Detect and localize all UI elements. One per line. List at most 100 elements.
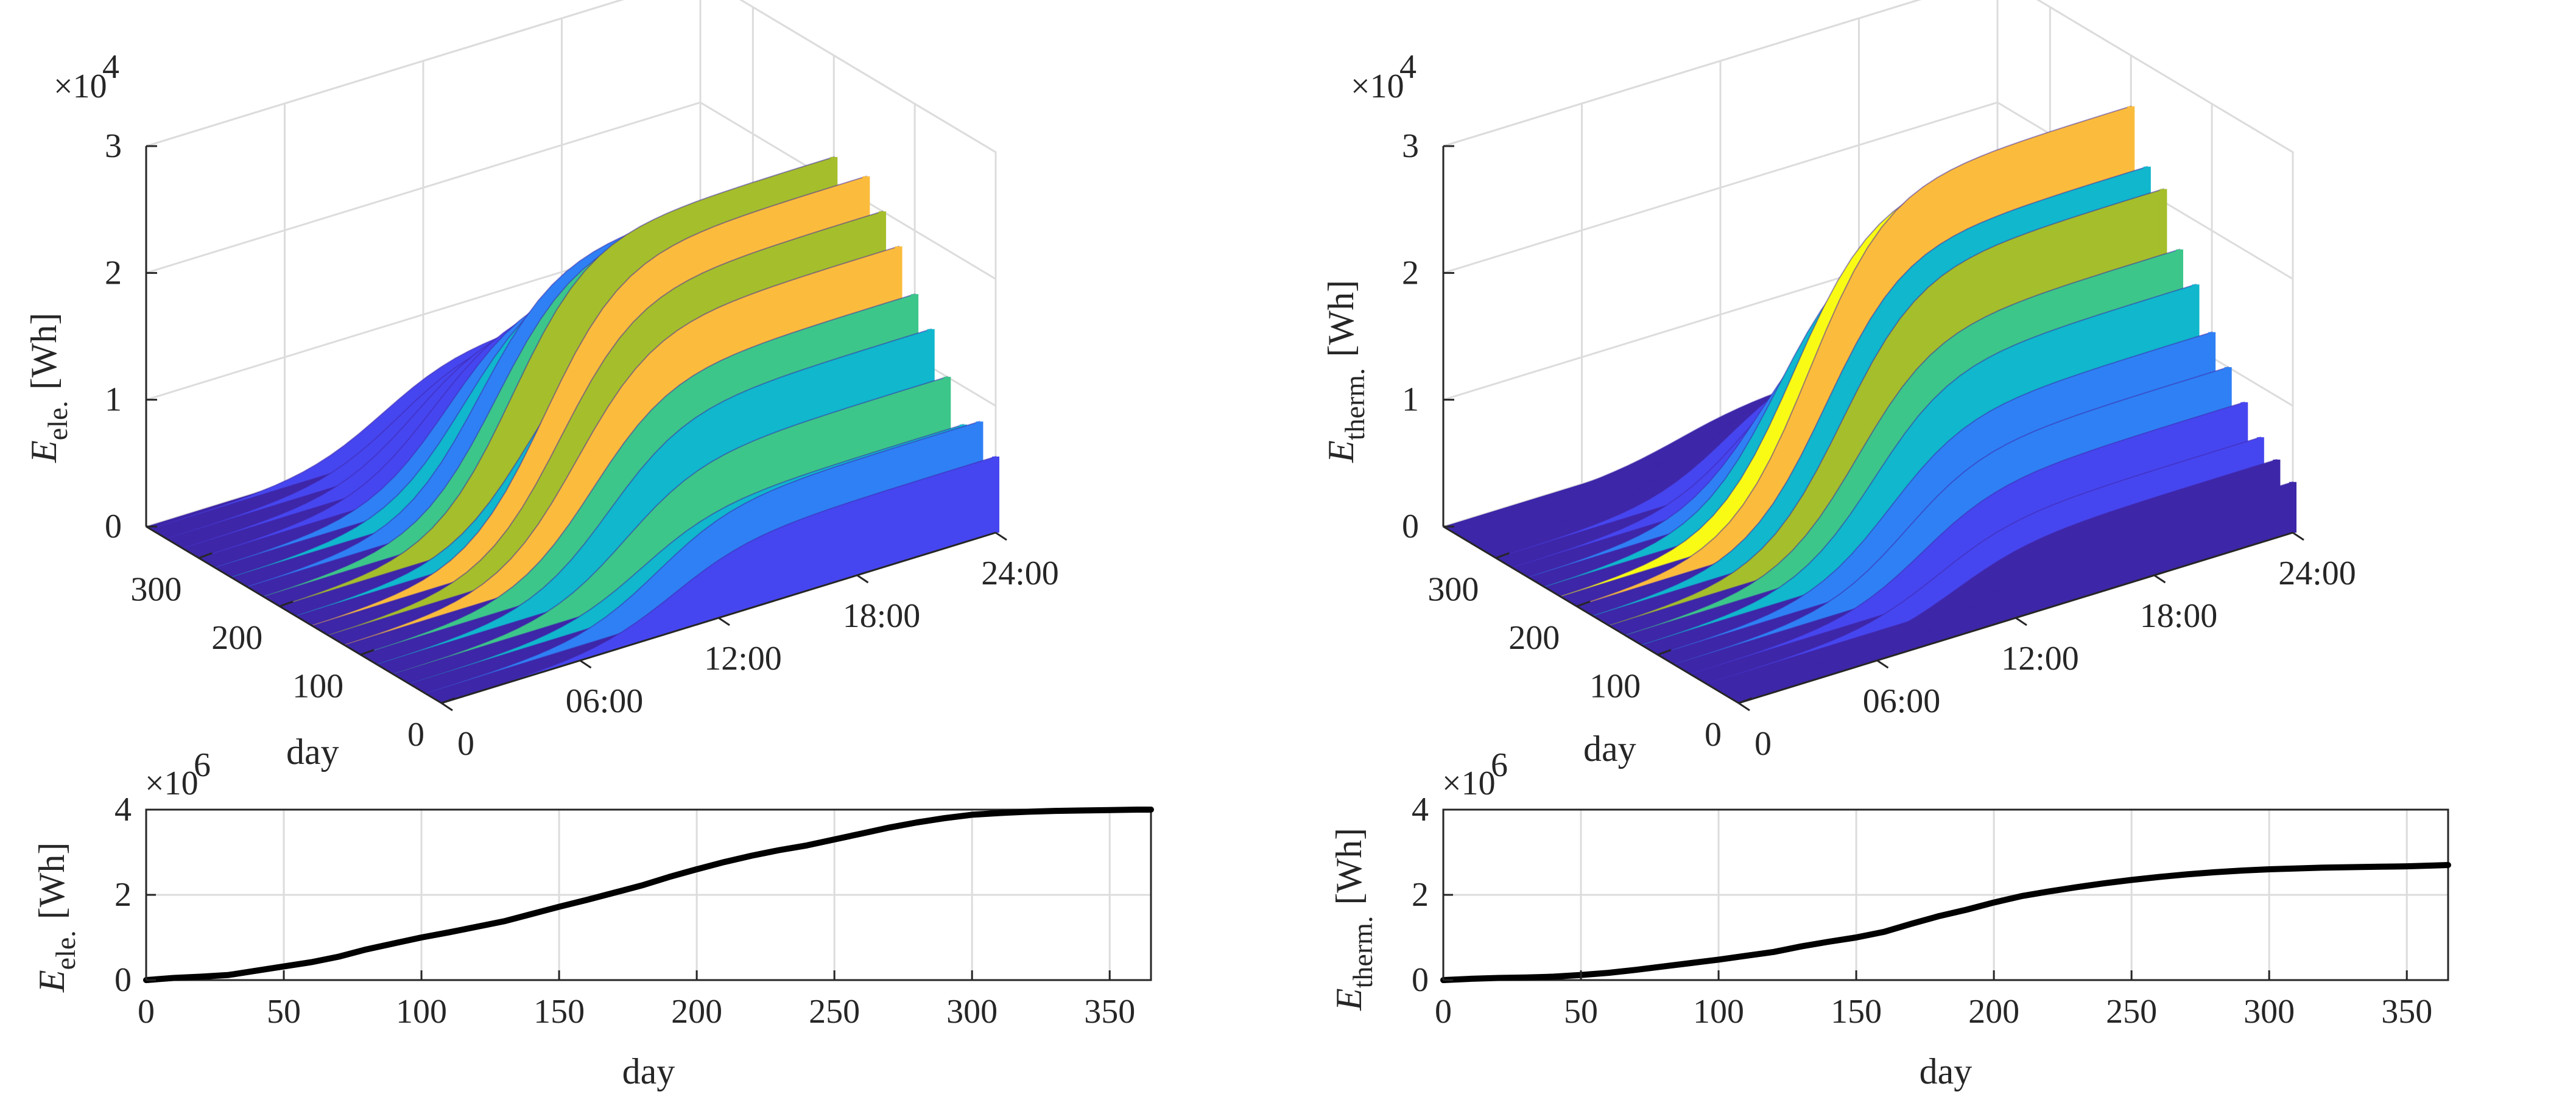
y-label-unit: [Wh] bbox=[1329, 828, 1369, 905]
surface-ridge bbox=[441, 455, 996, 704]
y-tick-label: 4 bbox=[1412, 791, 1429, 828]
y-label-unit: [Wh] bbox=[32, 843, 72, 920]
time-tick-label: 24:00 bbox=[981, 555, 1059, 592]
z-label-sub: ele. bbox=[42, 401, 73, 440]
z-tick-label: 2 bbox=[1402, 254, 1419, 292]
time-tick-label: 12:00 bbox=[704, 640, 782, 678]
z-gridline bbox=[1443, 101, 2293, 280]
surface-ridge bbox=[1657, 331, 2213, 656]
z-label-unit: [Wh] bbox=[24, 313, 64, 390]
z-tick-label: 1 bbox=[1402, 381, 1419, 419]
exponent-base: ×10 bbox=[145, 765, 199, 802]
time-tick-mark bbox=[441, 702, 453, 712]
exponent-power: 6 bbox=[1491, 746, 1508, 784]
x-tick-label: 50 bbox=[267, 993, 301, 1031]
y-tick-label: 2 bbox=[1412, 876, 1429, 914]
x-tick-label: 300 bbox=[2243, 993, 2295, 1031]
y-label-main: E bbox=[1329, 988, 1369, 1011]
exponent-base: ×10 bbox=[1351, 68, 1404, 105]
time-tick-label: 06:00 bbox=[566, 682, 644, 720]
y-label-sub: ele. bbox=[50, 930, 81, 970]
x-tick-label: 300 bbox=[946, 993, 998, 1031]
exponent-base: ×10 bbox=[54, 68, 107, 105]
y-axis-label: Etherm. [Wh] bbox=[1329, 828, 1378, 1011]
cumulative-line bbox=[143, 807, 1154, 983]
surface-ridge bbox=[1641, 283, 2197, 646]
x-axis-label: day bbox=[622, 1051, 675, 1091]
day-axis-line bbox=[1443, 525, 1739, 704]
z-label-main: E bbox=[1321, 440, 1361, 463]
time-tick-label: 0 bbox=[1754, 725, 1772, 763]
day-axis-label: day bbox=[1583, 729, 1636, 769]
day-tick-label: 100 bbox=[1589, 668, 1641, 706]
x-tick-label: 200 bbox=[1968, 993, 2019, 1031]
x-tick-label: 50 bbox=[1564, 993, 1598, 1031]
y-label-sub: therm. bbox=[1347, 916, 1378, 989]
day-axis-label: day bbox=[286, 732, 339, 772]
x-tick-label: 100 bbox=[396, 993, 447, 1031]
surface-ridge bbox=[1673, 366, 2229, 665]
x-tick-label: 250 bbox=[809, 993, 860, 1031]
day-tick-mark bbox=[1657, 649, 1672, 656]
x-tick-label: 350 bbox=[2381, 993, 2432, 1031]
x-tick-label: 350 bbox=[1084, 993, 1135, 1031]
z-tick-label: 0 bbox=[1402, 508, 1419, 545]
day-tick-label: 100 bbox=[292, 668, 343, 706]
time-tick-label: 24:00 bbox=[2278, 555, 2356, 592]
z-gridline bbox=[146, 0, 996, 153]
exponent-base: ×10 bbox=[1442, 765, 1496, 802]
time-tick-mark bbox=[1876, 659, 1889, 669]
x-tick-label: 150 bbox=[1831, 993, 1882, 1031]
surface-ridge bbox=[1738, 481, 2293, 704]
surface-ridge bbox=[1608, 188, 2164, 627]
day-tick-mark bbox=[198, 552, 213, 559]
surface-ridge bbox=[1722, 458, 2278, 695]
z-gridline bbox=[146, 101, 996, 280]
surface-plot-thermal: 0 1 2 3 0 100 200 300 0 06:00 12:00 18:00 24:00 ×1… bbox=[1321, 0, 2356, 769]
z-label-main: E bbox=[24, 440, 64, 463]
time-tick-mark bbox=[579, 659, 592, 669]
x-tick-label: 150 bbox=[533, 993, 585, 1031]
surface-ridge bbox=[424, 421, 980, 695]
cumulative-plot-electric: 0 50 100 150 200 250 300 350 0 2 4 ×10 6 Eele. [Wh… bbox=[32, 746, 1154, 1091]
x-tick-label: 0 bbox=[1435, 993, 1452, 1031]
y-tick-label: 4 bbox=[114, 791, 132, 828]
day-tick-mark bbox=[1576, 600, 1591, 608]
time-tick-mark bbox=[1738, 702, 1750, 712]
z-label-sub: therm. bbox=[1339, 368, 1370, 441]
x-tick-label: 200 bbox=[671, 993, 722, 1031]
surface-ridge bbox=[1689, 401, 2245, 675]
y-label-main: E bbox=[32, 970, 72, 993]
z-tick-label: 1 bbox=[105, 381, 122, 419]
x-tick-label: 250 bbox=[2106, 993, 2157, 1031]
time-tick-mark bbox=[856, 574, 869, 584]
cumulative-line bbox=[1440, 862, 2451, 983]
day-tick-label: 200 bbox=[211, 619, 262, 657]
day-axis-line bbox=[146, 525, 442, 704]
time-tick-mark bbox=[2292, 531, 2304, 541]
surface-ridge bbox=[392, 376, 948, 675]
x-tick-label: 100 bbox=[1693, 993, 1744, 1031]
surface-plot-electric: 0 1 2 3 0 100 200 300 0 06:00 12:00 18:00 24:00 ×1… bbox=[24, 0, 1059, 772]
exponent-power: 4 bbox=[1399, 48, 1416, 86]
z-gridline bbox=[1443, 0, 2293, 153]
z-tick-label: 0 bbox=[105, 508, 122, 545]
day-tick-label: 300 bbox=[130, 571, 181, 609]
time-tick-mark bbox=[718, 617, 730, 626]
time-tick-label: 18:00 bbox=[843, 597, 921, 635]
x-axis-label: day bbox=[1920, 1051, 1972, 1091]
time-tick-mark bbox=[2015, 617, 2027, 626]
day-tick-mark bbox=[279, 600, 294, 608]
time-tick-label: 0 bbox=[457, 725, 474, 763]
y-axis-label: Eele. [Wh] bbox=[32, 843, 81, 993]
day-tick-label: 300 bbox=[1427, 571, 1479, 609]
time-tick-mark bbox=[995, 531, 1007, 541]
z-label-unit: [Wh] bbox=[1321, 280, 1361, 357]
time-tick-label: 12:00 bbox=[2001, 640, 2079, 678]
time-tick-label: 18:00 bbox=[2140, 597, 2218, 635]
x-tick-label: 0 bbox=[138, 993, 155, 1031]
time-tick-label: 06:00 bbox=[1863, 682, 1941, 720]
y-tick-label: 0 bbox=[1412, 961, 1429, 999]
z-tick-label: 3 bbox=[105, 127, 122, 165]
